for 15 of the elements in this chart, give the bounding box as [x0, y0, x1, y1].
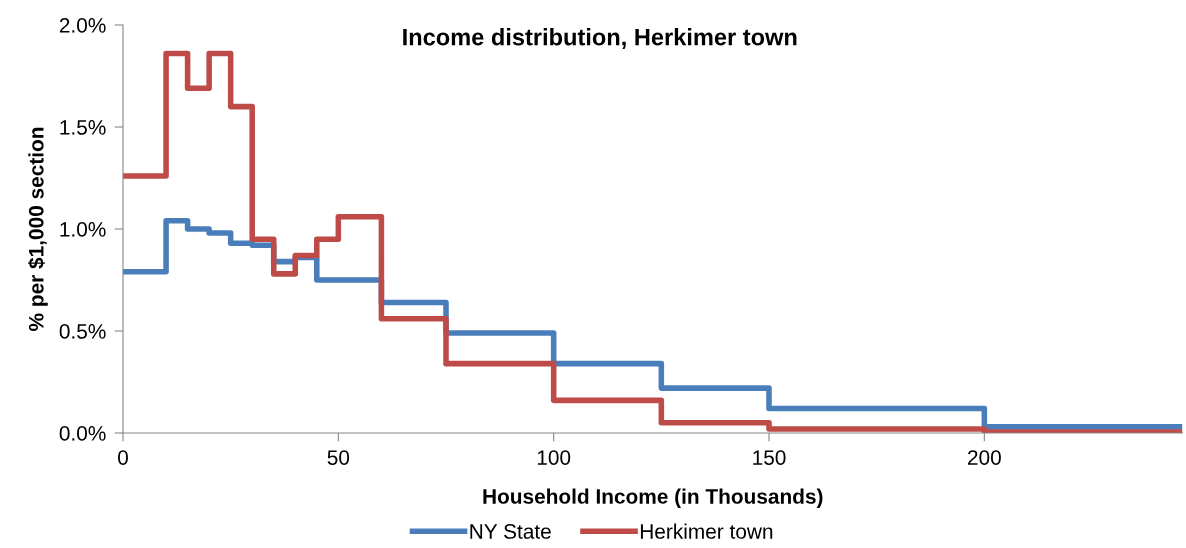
- x-axis-title: Household Income (in Thousands): [483, 488, 823, 508]
- legend-label: Herkimer town: [640, 523, 773, 539]
- y-tick-label: 0.0%: [59, 426, 106, 441]
- x-tick-label: 50: [327, 450, 350, 465]
- y-tick-label: 0.5%: [59, 324, 106, 339]
- legend-label: NY State: [470, 524, 551, 539]
- x-tick-label: 0: [118, 450, 128, 465]
- x-tick-label: 100: [537, 450, 571, 465]
- y-axis-title: % per $1,000 section: [27, 127, 48, 331]
- y-tick-label: 2.0%: [59, 18, 106, 33]
- x-tick-label: 150: [753, 450, 786, 465]
- y-tick-label: 1.5%: [60, 120, 106, 135]
- chart-title: Income distribution, Herkimer town: [403, 28, 797, 49]
- y-tick-label: 1.0%: [60, 222, 106, 237]
- x-tick-label: 200: [968, 450, 1001, 465]
